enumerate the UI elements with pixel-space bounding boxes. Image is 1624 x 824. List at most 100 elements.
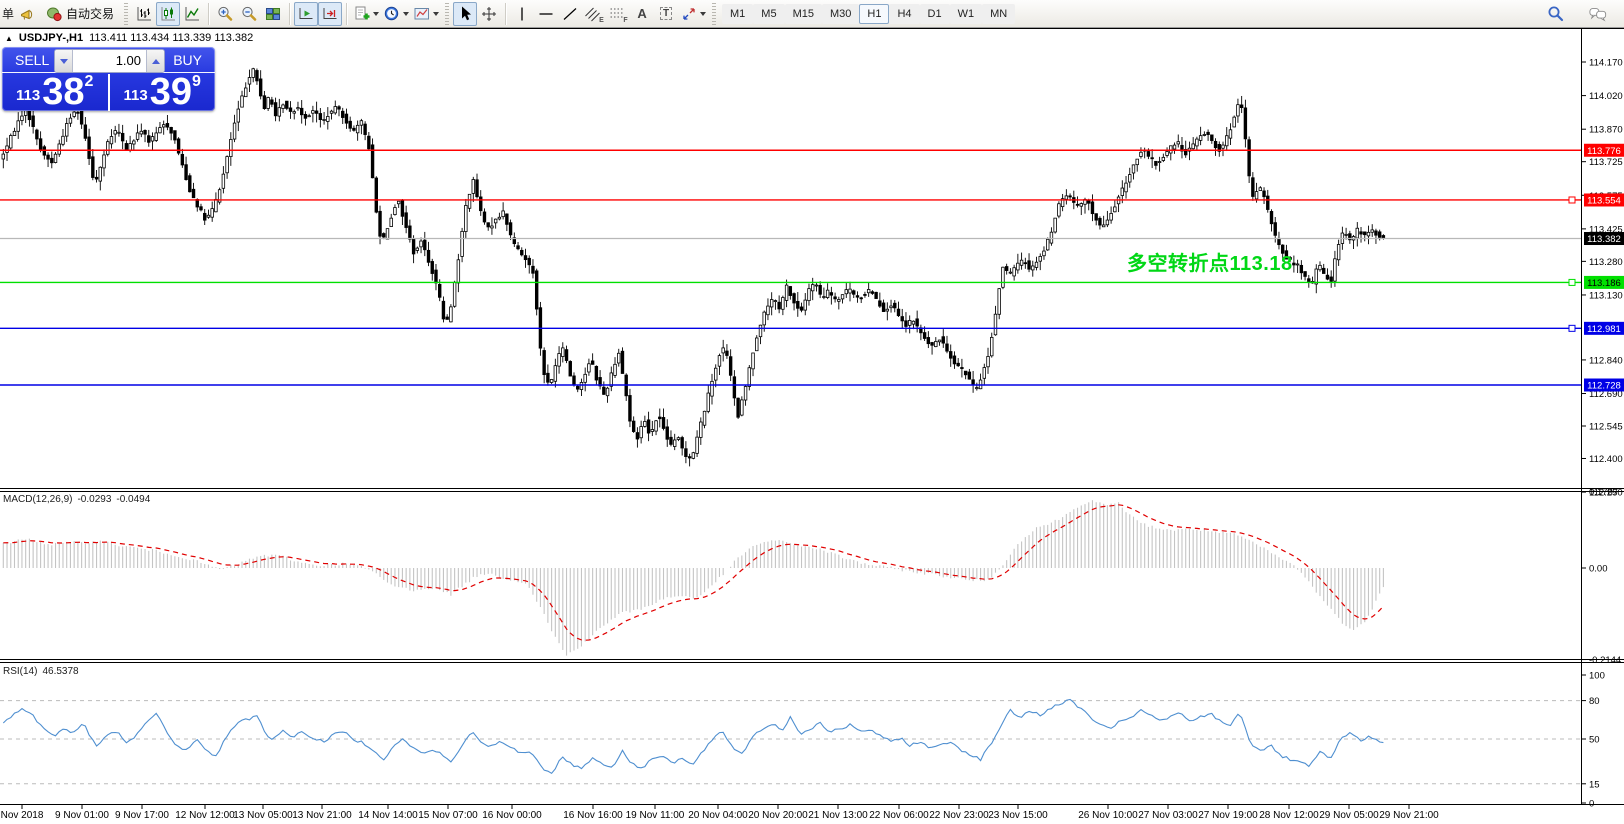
macd-histogram (2, 500, 1384, 656)
volume-spinner: 1.00 (54, 49, 165, 73)
timeframe-MN[interactable]: MN (982, 3, 1016, 24)
timeframe-M5[interactable]: M5 (753, 3, 785, 24)
search-button[interactable] (1544, 2, 1568, 26)
dropdown-caret-icon (403, 11, 410, 16)
sell-price-base: 113 (16, 87, 41, 104)
zoom-out-icon (240, 5, 258, 23)
volume-decrease-button[interactable] (55, 50, 73, 72)
timeframe-W1[interactable]: W1 (949, 3, 983, 24)
line-chart-button[interactable] (180, 2, 204, 26)
svg-text:0.00: 0.00 (1589, 564, 1608, 575)
svg-text:14 Nov 14:00: 14 Nov 14:00 (358, 810, 418, 821)
svg-text:113.725: 113.725 (1589, 157, 1623, 168)
toolbar-separator (505, 2, 507, 25)
svg-text:27 Nov 19:00: 27 Nov 19:00 (1198, 810, 1258, 821)
svg-text:0.1787: 0.1787 (1589, 487, 1618, 498)
crosshair-icon (480, 5, 498, 23)
text-label-tool-icon: T (659, 7, 673, 20)
macd-axis: 0.1787 0.00 -0.2144 (1581, 487, 1621, 666)
svg-text:112.545: 112.545 (1589, 422, 1623, 433)
text-tool-button[interactable]: A (630, 2, 654, 26)
clock-icon (383, 5, 401, 23)
svg-text:21 Nov 13:00: 21 Nov 13:00 (808, 810, 868, 821)
sell-price-big: 38 (42, 70, 85, 113)
arrows-icon (680, 5, 698, 23)
ohlc-values: 113.411 113.434 113.339 113.382 (89, 32, 254, 44)
line-chart-icon (183, 5, 201, 23)
svg-text:113.776: 113.776 (1587, 146, 1621, 157)
timeframe-group: M1 M5 M15 M30 H1 H4 D1 W1 MN (722, 3, 1016, 24)
crosshair-button[interactable] (477, 2, 501, 26)
templates-button[interactable] (411, 2, 441, 26)
rsi-indicator-label: RSI(14) 46.5378 (3, 666, 79, 677)
cursor-button[interactable] (453, 1, 478, 26)
horn-button[interactable] (15, 2, 39, 26)
auto-trading-icon (45, 5, 63, 23)
new-order-label: 单 (2, 6, 15, 21)
bar-chart-button[interactable] (132, 2, 156, 26)
svg-text:12 Nov 12:00: 12 Nov 12:00 (175, 810, 235, 821)
horizontal-line-tool-button[interactable] (534, 2, 558, 26)
toolbar-grip (124, 2, 129, 25)
svg-text:112.400: 112.400 (1589, 454, 1623, 465)
buy-price-big: 39 (149, 70, 193, 113)
svg-text:28 Nov 12:00: 28 Nov 12:00 (1259, 810, 1319, 821)
vertical-line-tool-button[interactable] (510, 2, 534, 26)
zoom-out-button[interactable] (237, 2, 261, 26)
arrow-down-icon (59, 58, 68, 64)
sell-price[interactable]: 113 38 2 (2, 73, 108, 111)
horizontal-level-lines[interactable]: 113.776 113.554 113.186 112.981 112.728 (0, 143, 1624, 392)
rsi-name: RSI(14) (3, 666, 38, 677)
candlestick-chart-icon (159, 5, 177, 23)
one-click-trading-panel: SELL 1.00 BUY 113 38 2 113 39 9 (2, 47, 215, 111)
arrows-tool-button[interactable] (678, 2, 708, 26)
dropdown-caret-icon (700, 11, 707, 16)
timeframe-M30[interactable]: M30 (821, 3, 860, 24)
arrow-up-icon (151, 58, 160, 64)
volume-increase-button[interactable] (146, 50, 164, 72)
periods-button[interactable] (381, 2, 411, 26)
volume-input[interactable]: 1.00 (115, 53, 141, 68)
new-order-button[interactable]: 单 (0, 2, 15, 26)
candlestick-chart-button[interactable] (156, 1, 181, 26)
zoom-in-button[interactable] (213, 2, 237, 26)
toolbar-separator (208, 2, 210, 25)
timeframe-H1[interactable]: H1 (859, 3, 890, 24)
macd-indicator-label: MACD(12,26,9) -0.0293 -0.0494 (3, 494, 150, 505)
timeframe-M15[interactable]: M15 (784, 3, 822, 24)
svg-text:15 Nov 07:00: 15 Nov 07:00 (418, 810, 478, 821)
auto-scroll-button[interactable] (294, 1, 319, 26)
rsi-line (2, 698, 1384, 775)
collapse-panel-icon[interactable]: ▲ (5, 33, 13, 43)
text-tool-icon: A (637, 6, 647, 21)
trendline-tool-button[interactable] (558, 2, 582, 26)
svg-text:112.250: 112.250 (1589, 488, 1623, 499)
timeframe-D1[interactable]: D1 (919, 3, 950, 24)
bar-chart-icon (135, 5, 153, 23)
text-label-tool-button[interactable]: T (654, 2, 678, 26)
buy-price[interactable]: 113 39 9 (110, 73, 216, 111)
svg-text:113.870: 113.870 (1589, 125, 1623, 136)
svg-text:22 Nov 06:00: 22 Nov 06:00 (869, 810, 929, 821)
equidistant-channel-tool-button[interactable]: E (582, 2, 606, 26)
timeframe-H4[interactable]: H4 (889, 3, 920, 24)
indicators-button[interactable] (351, 2, 381, 26)
sell-button[interactable]: SELL (15, 51, 50, 68)
fibonacci-tool-button[interactable]: F (606, 2, 630, 26)
svg-text:16 Nov 00:00: 16 Nov 00:00 (482, 810, 542, 821)
svg-text:29 Nov 05:00: 29 Nov 05:00 (1319, 810, 1379, 821)
chat-button[interactable] (1586, 2, 1610, 26)
timeframe-M1[interactable]: M1 (722, 3, 754, 24)
auto-trading-button[interactable]: 自动交易 (39, 2, 120, 26)
svg-text:0: 0 (1589, 799, 1594, 810)
tile-windows-button[interactable] (261, 2, 285, 26)
buy-button[interactable]: BUY (173, 51, 202, 68)
toolbar: 单 自动交易 (0, 0, 1624, 28)
candlestick-series (1, 67, 1386, 467)
horizontal-line-icon (537, 5, 555, 23)
chart-shift-button[interactable] (318, 1, 343, 26)
rsi-pane (0, 698, 1581, 785)
time-axis[interactable]: Nov 2018 9 Nov 01:00 9 Nov 17:00 12 Nov 12:… (1, 804, 1440, 822)
fibonacci-letter: F (623, 16, 628, 24)
chat-icon (1589, 5, 1607, 23)
